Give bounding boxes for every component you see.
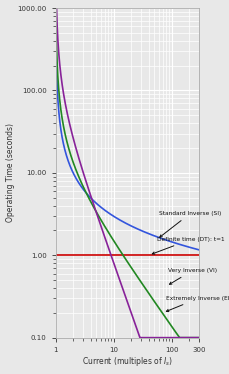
Text: Definite time (DT): t=1: Definite time (DT): t=1 (152, 237, 224, 254)
Text: Standard Inverse (SI): Standard Inverse (SI) (159, 211, 221, 237)
Text: Very Inverse (VI): Very Inverse (VI) (168, 268, 217, 284)
X-axis label: Current (multiples of $I_s$): Current (multiples of $I_s$) (82, 355, 173, 368)
Y-axis label: Operating Time (seconds): Operating Time (seconds) (5, 123, 15, 223)
Text: Extremely Inverse (EI): Extremely Inverse (EI) (166, 296, 229, 312)
